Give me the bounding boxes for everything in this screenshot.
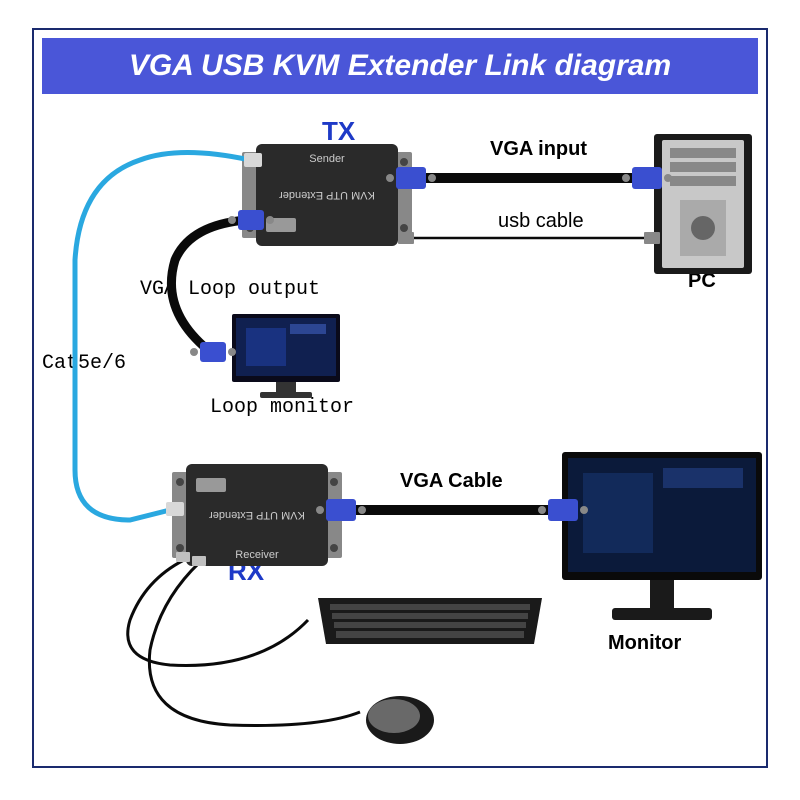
label-vga-loop: VGA Loop output xyxy=(140,278,320,301)
mouse-device xyxy=(360,690,440,755)
pc-tower xyxy=(648,130,768,285)
title-bar: VGA USB KVM Extender Link diagram xyxy=(42,38,758,94)
svg-text:KVM UTP Extender: KVM UTP Extender xyxy=(209,509,305,521)
svg-text:Receiver: Receiver xyxy=(235,549,279,561)
keyboard-device xyxy=(310,590,550,657)
title-text: VGA USB KVM Extender Link diagram xyxy=(129,49,671,83)
svg-text:Sender: Sender xyxy=(309,153,345,165)
label-cat5e: Cat5e/6 xyxy=(42,352,126,375)
main-monitor-device xyxy=(558,448,768,643)
loop-monitor-device xyxy=(228,310,348,410)
label-vga-cable: VGA Cable xyxy=(400,470,503,493)
label-usb-cable: usb cable xyxy=(498,210,584,233)
label-vga-input: VGA input xyxy=(490,138,587,161)
svg-text:KVM UTP Extender: KVM UTP Extender xyxy=(279,189,375,201)
